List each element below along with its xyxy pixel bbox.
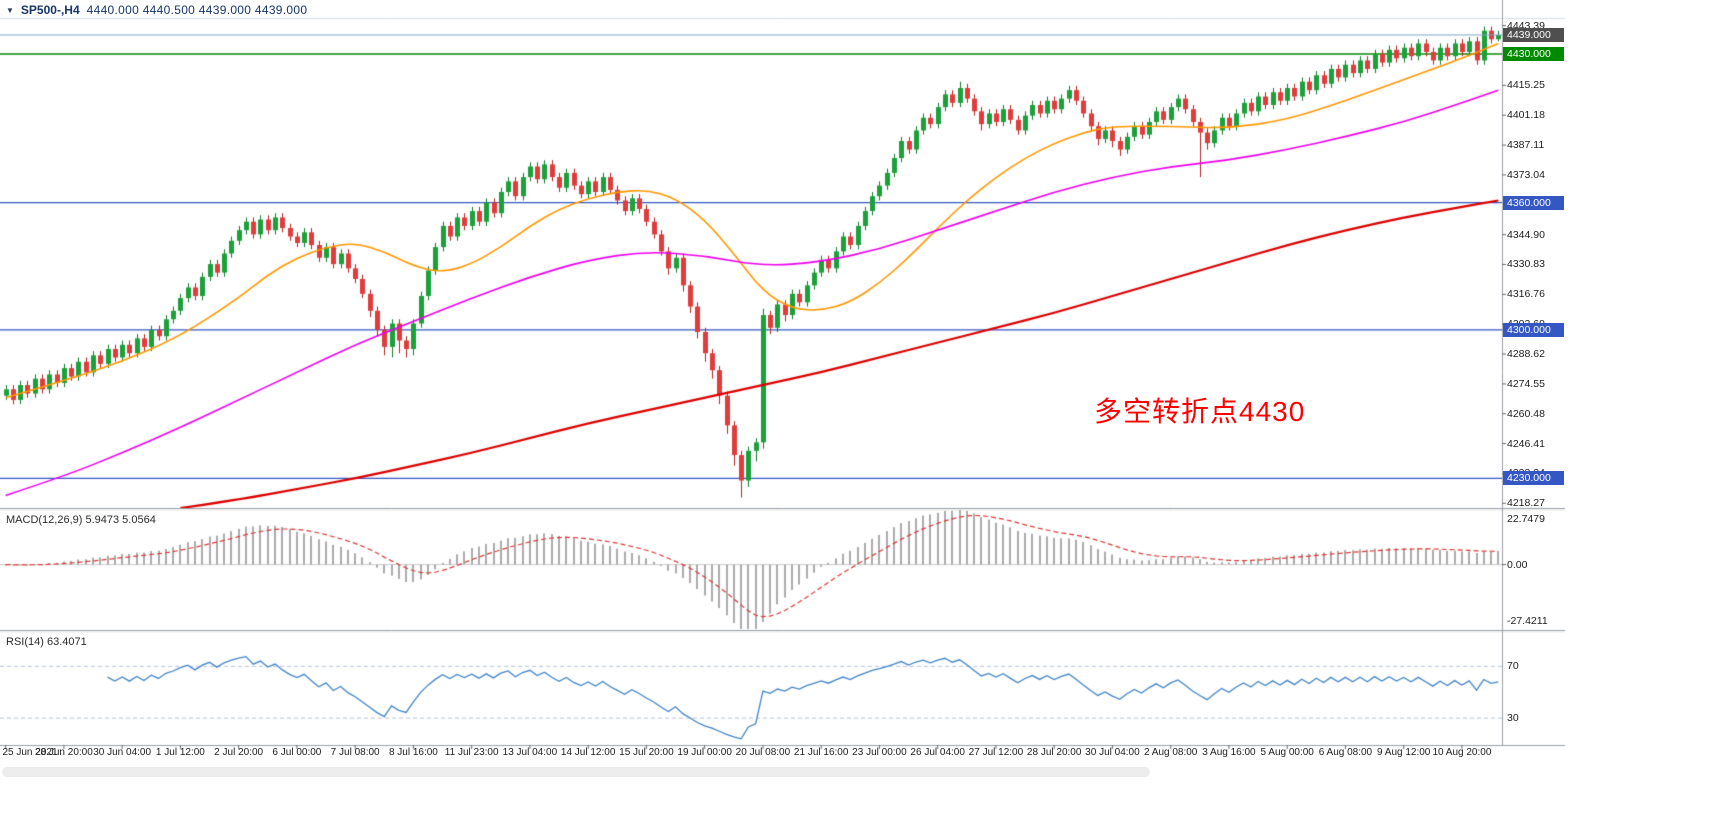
time-axis-label: 28 Jun 20:00 <box>34 747 93 758</box>
time-axis-label: 13 Jul 04:00 <box>502 747 558 758</box>
price-tag-4360.000: 4360.000 <box>1503 195 1564 210</box>
time-axis-label: 2 Aug 08:00 <box>1143 747 1198 758</box>
time-axis-label: 6 Aug 08:00 <box>1318 747 1373 758</box>
time-axis-label: 30 Jun 04:00 <box>93 747 152 758</box>
price-tag-4439.000: 4439.000 <box>1503 27 1564 42</box>
macd-indicator-label: MACD(12,26,9) 5.9473 5.0564 <box>6 514 156 526</box>
symbol-marker-icon: ▼ <box>6 5 14 15</box>
macd-axis-max: 22.7479 <box>1507 513 1545 525</box>
time-axis-label: 8 Jul 16:00 <box>388 747 438 758</box>
symbol-timeframe-label: SP500-,H4 <box>20 3 80 17</box>
time-axis-label: 1 Jul 12:00 <box>155 747 205 758</box>
time-axis-label: 6 Jul 00:00 <box>272 747 322 758</box>
time-axis-label: 20 Jul 08:00 <box>735 747 791 758</box>
time-axis-label: 15 Jul 20:00 <box>619 747 674 758</box>
rsi-level-lower: 30 <box>1507 712 1519 725</box>
price-tag-4300.000: 4300.000 <box>1503 322 1564 337</box>
rsi-level-upper: 70 <box>1507 660 1519 673</box>
price-axis-label: 4260.48 <box>1507 407 1545 420</box>
chart-symbol-header: ▼ SP500-,H4 4440.000 4440.500 4439.000 4… <box>6 3 307 17</box>
price-axis-label: 4330.83 <box>1507 258 1545 271</box>
time-axis-label: 10 Aug 20:00 <box>1432 747 1492 758</box>
bottom-scrollbar[interactable] <box>2 767 1150 777</box>
price-axis-label: 4246.41 <box>1507 437 1545 450</box>
time-axis[interactable]: 25 Jun 2021 28 Jun 20:00 30 Jun 04:00 1 Jul… <box>0 746 1502 762</box>
price-axis-label: 4373.04 <box>1507 168 1545 181</box>
time-axis-label: 23 Jul 00:00 <box>852 747 907 758</box>
time-axis-label: 27 Jul 12:00 <box>968 747 1024 758</box>
time-axis-label: 2 Jul 20:00 <box>214 747 264 758</box>
time-axis-label: 26 Jul 04:00 <box>910 747 965 758</box>
price-axis-label: 4274.55 <box>1507 377 1545 390</box>
rsi-indicator-label: RSI(14) 63.4071 <box>6 636 87 648</box>
ohlc-values: 4440.000 4440.500 4439.000 4439.000 <box>86 3 308 17</box>
time-axis-label: 19 Jul 00:00 <box>677 747 732 758</box>
price-axis-label: 4415.25 <box>1507 79 1545 92</box>
time-axis-label: 21 Jul 16:00 <box>793 747 849 758</box>
chart-annotation-text[interactable]: 多空转折点4430 <box>1094 396 1306 427</box>
price-tag-4430.000: 4430.000 <box>1503 47 1564 62</box>
time-axis-label: 3 Aug 16:00 <box>1202 747 1256 758</box>
time-axis-label: 7 Jul 08:00 <box>330 747 380 758</box>
price-axis-label: 4218.27 <box>1507 497 1545 510</box>
macd-axis-zero: 0.00 <box>1507 558 1528 571</box>
time-axis-label: 28 Jul 20:00 <box>1026 747 1082 758</box>
time-axis-label: 25 Jun 2021 <box>2 747 58 758</box>
time-axis-label: 11 Jul 23:00 <box>444 747 499 758</box>
price-axis-label: 4316.76 <box>1507 288 1545 301</box>
time-axis-label: 30 Jul 04:00 <box>1085 747 1140 758</box>
time-axis-label: 5 Aug 00:00 <box>1260 747 1314 758</box>
macd-axis-min: -27.4211 <box>1507 615 1548 627</box>
time-axis-label: 9 Aug 12:00 <box>1376 747 1431 758</box>
price-axis-label: 4344.90 <box>1507 228 1545 241</box>
price-axis-label: 4401.18 <box>1507 109 1545 122</box>
price-tag-4230.000: 4230.000 <box>1503 471 1564 486</box>
price-axis-label: 4387.11 <box>1507 139 1545 152</box>
price-axis-label: 4288.62 <box>1507 348 1545 361</box>
time-axis-label: 14 Jul 12:00 <box>560 747 616 758</box>
price-axis[interactable]: 4443.39 4415.25 4401.18 4387.11 4373.04 4344.… <box>1502 0 1568 762</box>
